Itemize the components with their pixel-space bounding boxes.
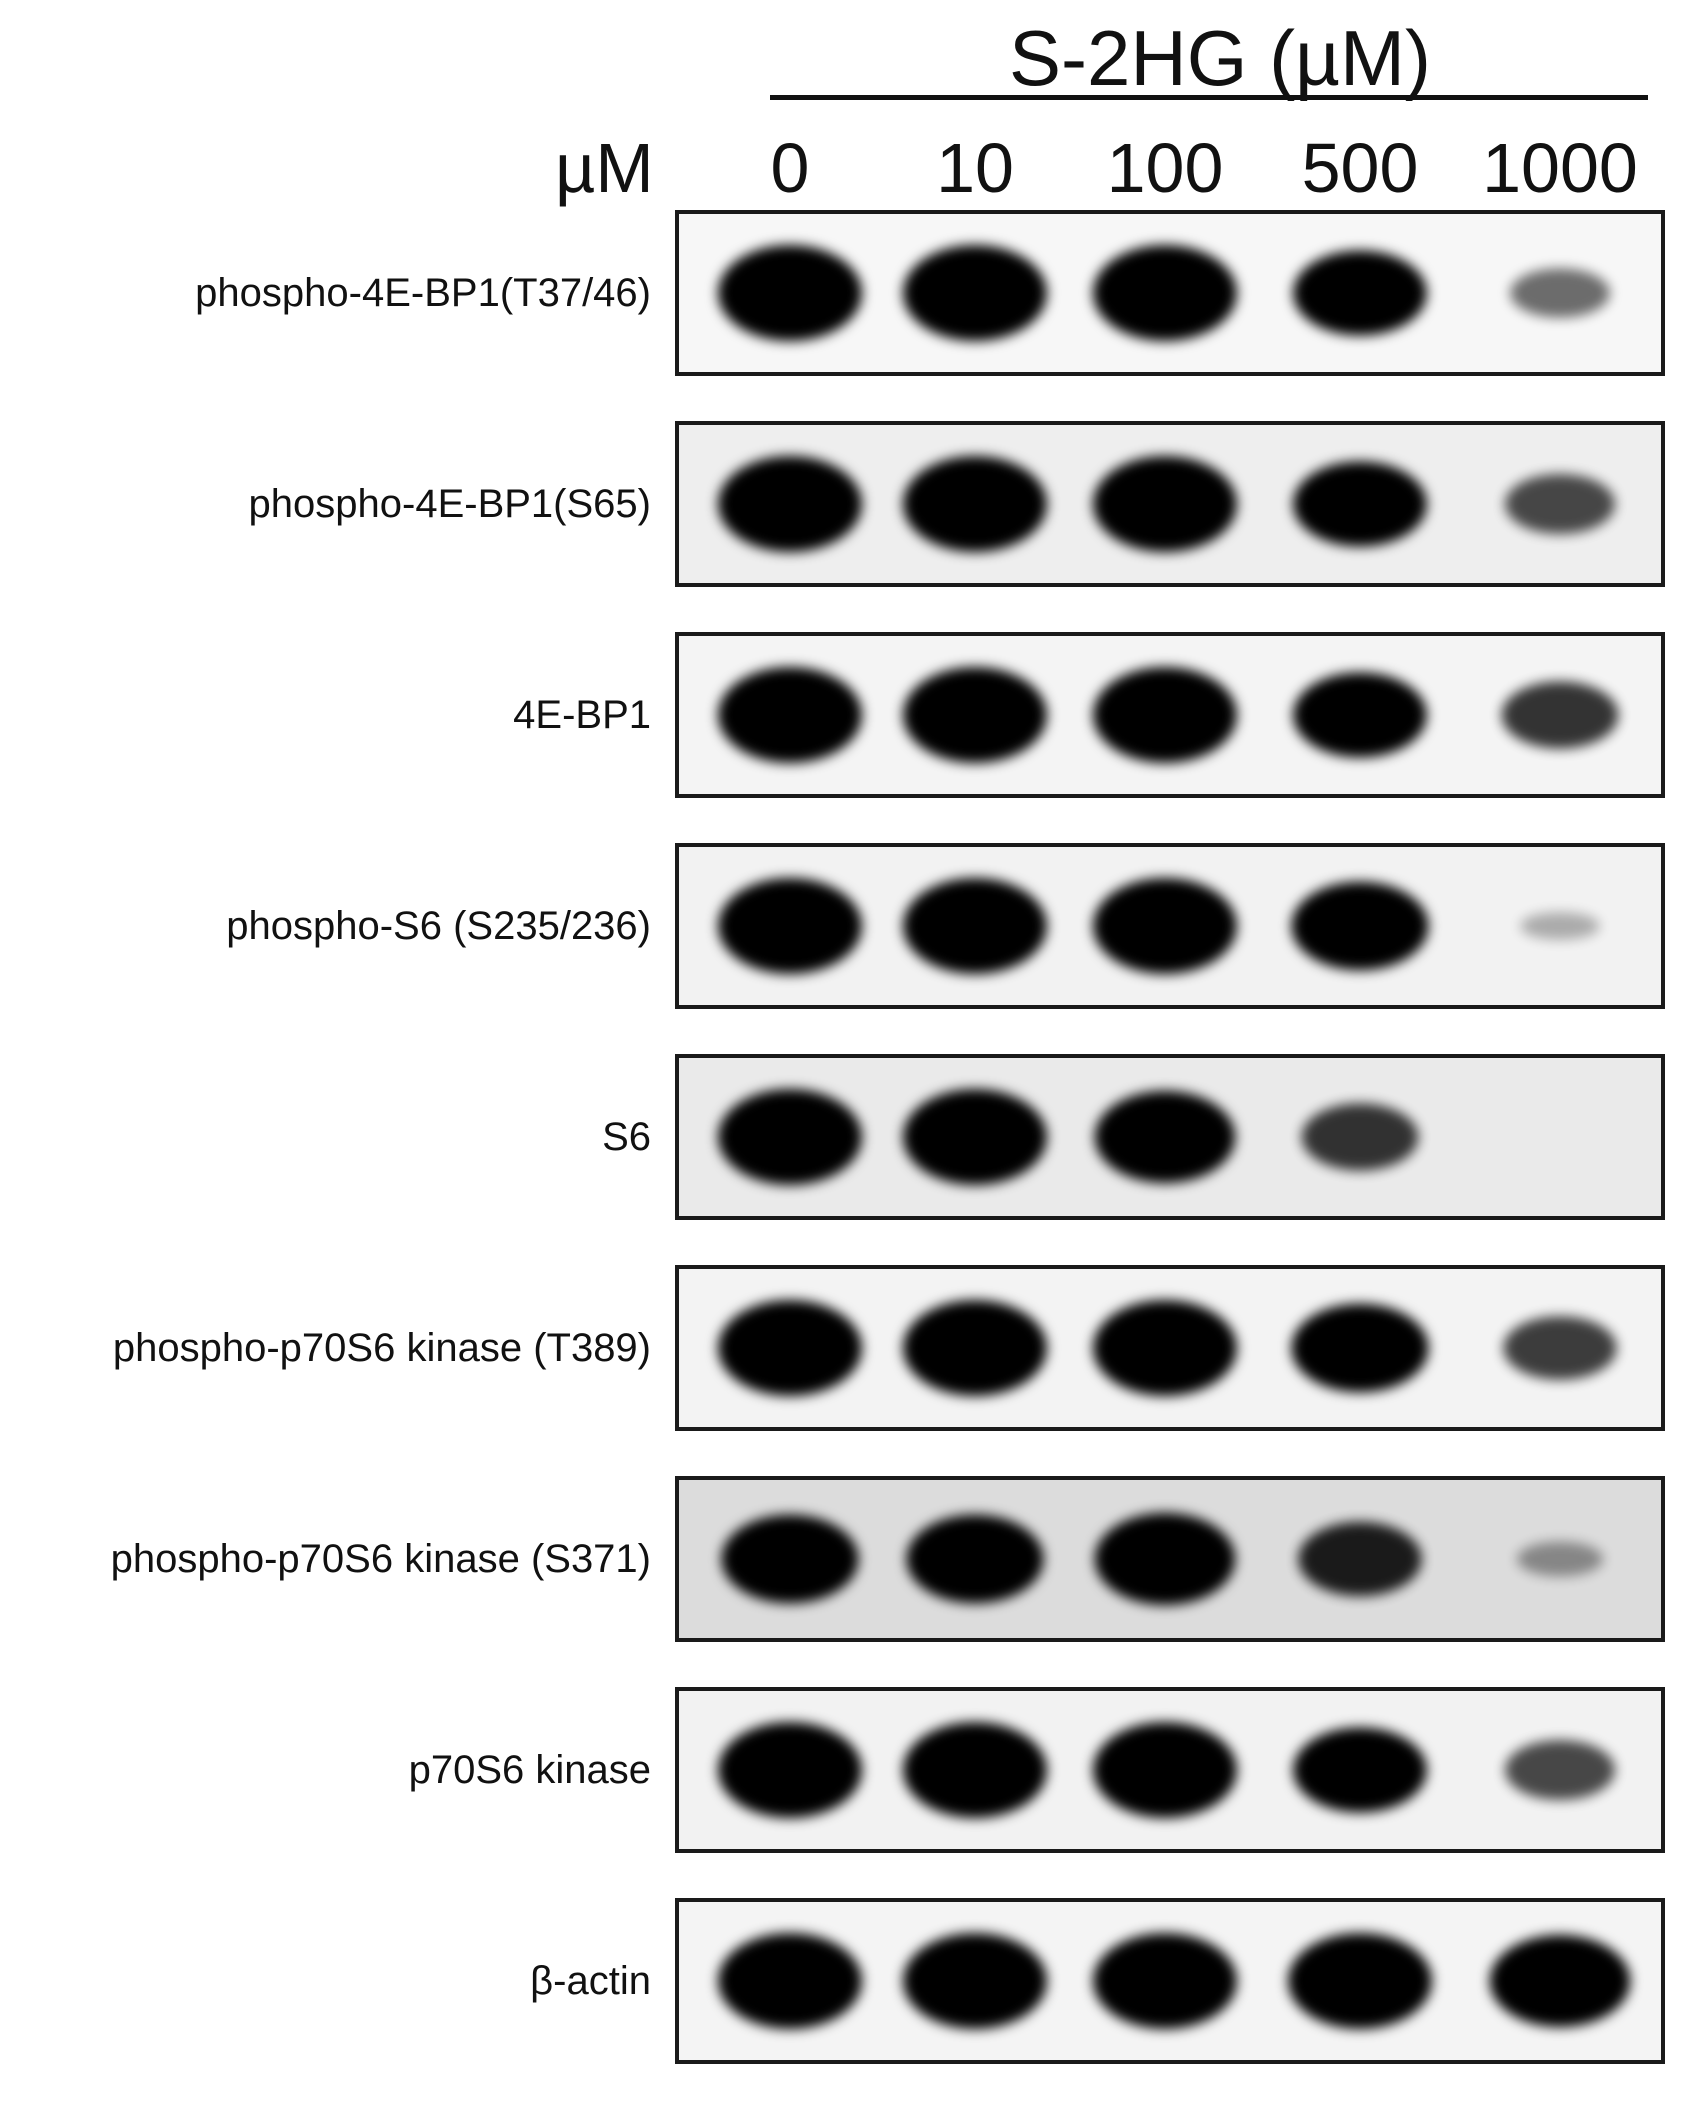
protein-label: phospho-p70S6 kinase (S371) [110,1537,651,1581]
protein-band [1489,1934,1631,2028]
protein-band [903,878,1047,974]
protein-label: phospho-4E-BP1(T37/46) [195,271,651,315]
protein-band [1301,1103,1419,1171]
protein-band [718,456,862,552]
protein-label: S6 [602,1115,651,1159]
blot-image [718,456,1615,552]
protein-band [903,667,1047,763]
protein-band [906,1514,1044,1604]
protein-band [718,1300,862,1396]
protein-band [718,1089,862,1185]
blot-panel [675,843,1665,1009]
protein-band [1093,245,1237,341]
protein-band [718,245,862,341]
protein-band [1291,1303,1429,1393]
protein-band [718,1722,862,1818]
blot-panel [675,1687,1665,1853]
protein-band [1093,456,1237,552]
lane-label: 1000 [1482,129,1638,207]
protein-band [1093,667,1237,763]
protein-band [1293,672,1427,758]
protein-band [1520,912,1600,940]
blot-panel [675,1898,1665,2064]
protein-label: phospho-p70S6 kinase (T389) [112,1326,651,1370]
blot-panel [675,632,1665,798]
blot-image [718,667,1619,763]
protein-band [1503,1316,1617,1380]
protein-band [1093,878,1237,974]
protein-band [903,1722,1047,1818]
protein-band [1093,1722,1237,1818]
blot-image [718,1722,1615,1818]
protein-band [721,1514,859,1604]
unit-label: µM [555,129,654,207]
protein-band [1293,250,1427,336]
blot-panel [675,210,1665,376]
blot-panel [675,1476,1665,1642]
lane-label: 100 [1106,129,1224,207]
protein-band [718,667,862,763]
protein-band [1094,1090,1236,1184]
protein-band [903,1933,1047,2029]
protein-band [1093,1300,1237,1396]
protein-label: phospho-S6 (S235/236) [226,904,651,948]
blot-image [718,1089,1419,1185]
lane-label: 500 [1301,129,1419,207]
blot-image [721,1512,1604,1606]
protein-band [1298,1521,1422,1597]
blot-panel [675,421,1665,587]
protein-band [903,245,1047,341]
blot-image [718,1933,1631,2029]
blot-image [718,1300,1617,1396]
protein-label: p70S6 kinase [408,1748,651,1792]
protein-band [1501,681,1619,749]
protein-band [1505,1740,1615,1800]
protein-band [903,1300,1047,1396]
blot-panel [675,1054,1665,1220]
protein-label: β-actin [530,1959,651,2003]
blot-panel [675,1265,1665,1431]
protein-band [903,456,1047,552]
protein-band [718,878,862,974]
protein-band [1505,474,1615,534]
protein-band [718,1933,862,2029]
protein-band [1093,1933,1237,2029]
protein-band [1288,1933,1432,2029]
protein-band [1510,268,1610,318]
protein-band [1293,1727,1427,1813]
protein-band [903,1089,1047,1185]
protein-band [1094,1512,1236,1606]
protein-label: phospho-4E-BP1(S65) [248,482,651,526]
protein-band [1291,881,1429,971]
protein-label: 4E-BP1 [513,693,651,737]
protein-band [1293,461,1427,547]
blot-image [718,245,1610,341]
lane-label: 0 [770,129,810,207]
protein-band [1516,1541,1604,1577]
blot-image [718,878,1600,974]
treatment-rule [770,95,1648,100]
treatment-title: S-2HG (µM) [1009,14,1431,102]
lane-label: 10 [936,129,1014,207]
